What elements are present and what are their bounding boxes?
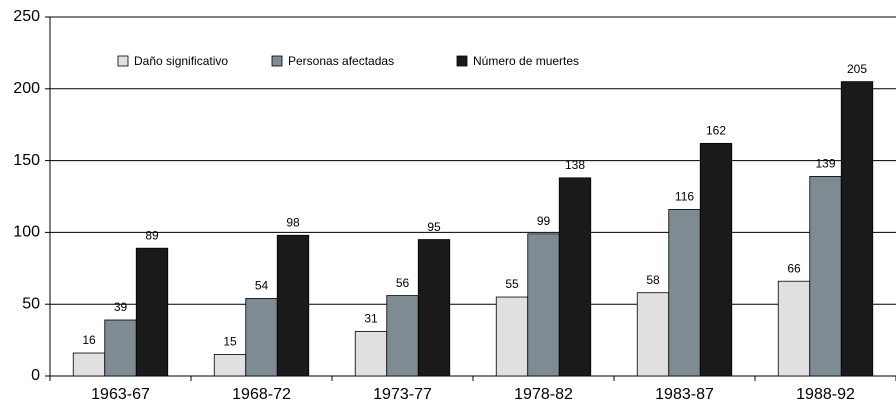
y-tick-label: 50 — [22, 295, 40, 312]
bar — [840, 81, 874, 377]
bar — [104, 319, 137, 377]
bar — [245, 298, 278, 377]
y-tick-label: 200 — [13, 80, 40, 97]
bar — [809, 175, 842, 377]
data-label: 66 — [787, 261, 801, 275]
data-label: 162 — [706, 124, 726, 138]
x-tick-label: 1983-87 — [655, 386, 714, 403]
legend-label: Personas afectadas — [288, 54, 394, 68]
data-label: 205 — [847, 62, 867, 76]
data-label: 116 — [675, 190, 694, 204]
x-tick-label: 1963-67 — [91, 386, 150, 403]
bar — [777, 280, 811, 377]
legend-swatch — [117, 55, 129, 67]
x-tick-label: 1968-72 — [232, 386, 291, 403]
data-label: 58 — [646, 273, 660, 287]
bar — [495, 296, 529, 377]
bar — [699, 142, 733, 377]
bar — [72, 352, 106, 377]
bar — [668, 209, 701, 377]
data-label: 54 — [255, 279, 269, 293]
y-tick-label: 100 — [13, 224, 40, 241]
data-label: 16 — [82, 333, 96, 347]
data-label: 55 — [505, 277, 519, 291]
bar — [417, 239, 451, 377]
bar — [135, 247, 169, 377]
bar — [213, 354, 247, 377]
bar — [527, 233, 560, 377]
data-label: 138 — [565, 158, 585, 172]
legend-swatch — [456, 55, 468, 67]
legend-label: Daño significativo — [134, 54, 228, 68]
data-label: 39 — [114, 300, 128, 314]
bar — [276, 234, 310, 377]
x-tick-label: 1978-82 — [514, 386, 573, 403]
x-tick-label: 1988-92 — [796, 386, 855, 403]
data-label: 56 — [396, 276, 410, 290]
data-label: 98 — [286, 215, 300, 229]
data-label: 139 — [815, 157, 835, 171]
y-tick-label: 250 — [13, 8, 40, 25]
legend-label: Número de muertes — [473, 54, 579, 68]
y-tick-label: 0 — [31, 367, 40, 384]
y-tick-label: 150 — [13, 152, 40, 169]
bar — [636, 292, 670, 377]
data-label: 15 — [223, 335, 237, 349]
data-label: 95 — [427, 220, 441, 234]
x-tick-label: 1973-77 — [373, 386, 432, 403]
data-label: 89 — [145, 228, 159, 242]
bar — [558, 177, 592, 377]
bar — [386, 295, 419, 377]
data-label: 31 — [364, 312, 378, 326]
legend-swatch — [271, 55, 283, 67]
data-label: 99 — [537, 214, 551, 228]
bar — [354, 331, 388, 377]
